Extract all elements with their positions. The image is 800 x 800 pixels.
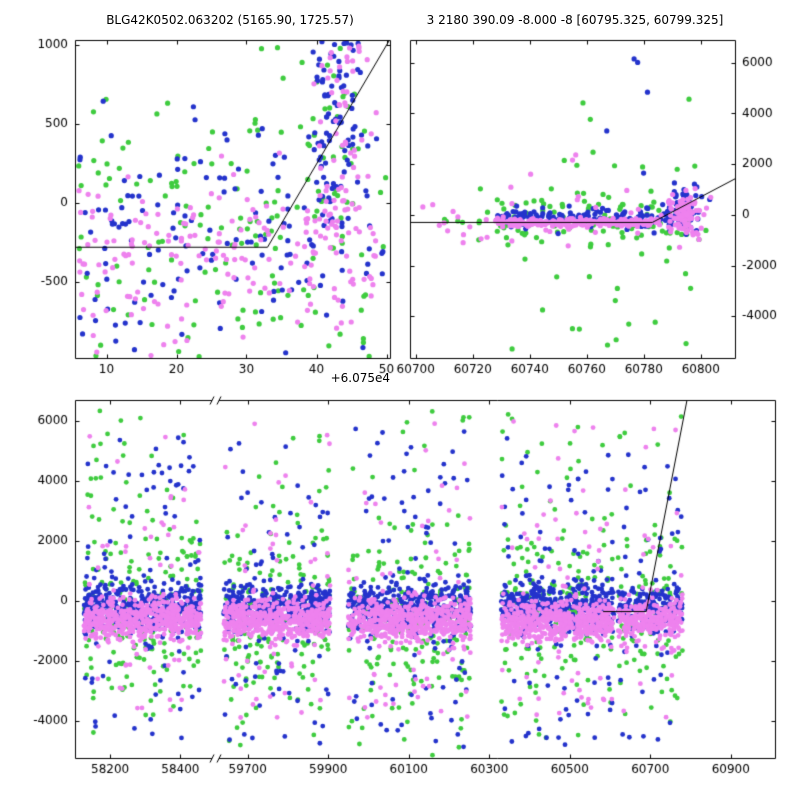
x-axis-offset-label: +6.075e4 (330, 371, 390, 385)
figure-title-right: 3 2180 390.09 -8.000 -8 [60795.325, 6079… (426, 13, 724, 27)
figure-title-left: BLG42K0502.063202 (5165.90, 1725.57) (106, 13, 354, 27)
